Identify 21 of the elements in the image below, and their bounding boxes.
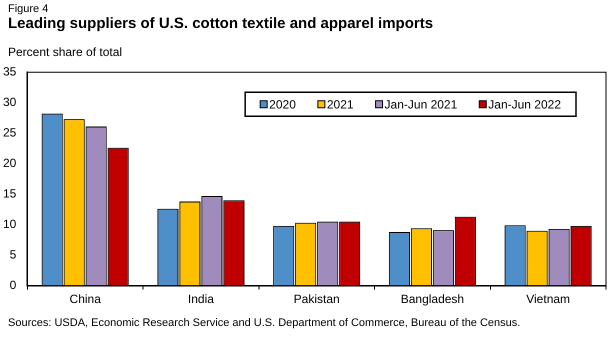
y-tick-label: 25 (2, 125, 17, 140)
x-tick-label: India (188, 292, 214, 306)
x-tick-label: Vietnam (526, 292, 570, 306)
y-tick-label: 15 (2, 186, 17, 200)
legend-label: 2020 (269, 98, 296, 112)
legend-label: Jan-Jun 2021 (384, 98, 458, 112)
x-tick-label: Pakistan (294, 292, 340, 306)
y-axis-title: Percent share of total (8, 45, 122, 59)
y-tick-label: 35 (2, 64, 17, 79)
x-tick-label: China (70, 292, 102, 306)
x-tick-label: Bangladesh (400, 292, 464, 306)
y-tick-label: 5 (10, 247, 17, 262)
y-tick-label: 0 (10, 278, 17, 292)
legend-label: 2021 (326, 98, 354, 112)
y-tick-label: 10 (2, 216, 17, 231)
source-note: Sources: USDA, Economic Research Service and U.S. Department of Commerce, Bureau of the Census. (8, 317, 520, 329)
y-tick-label: 30 (2, 95, 17, 109)
chart-title: Leading suppliers of U.S. cotton textile and apparel imports (8, 15, 434, 32)
caption: Figure 4 (8, 3, 48, 15)
y-tick-label: 20 (2, 156, 17, 170)
legend-label: Jan-Jun 2022 (488, 98, 562, 112)
